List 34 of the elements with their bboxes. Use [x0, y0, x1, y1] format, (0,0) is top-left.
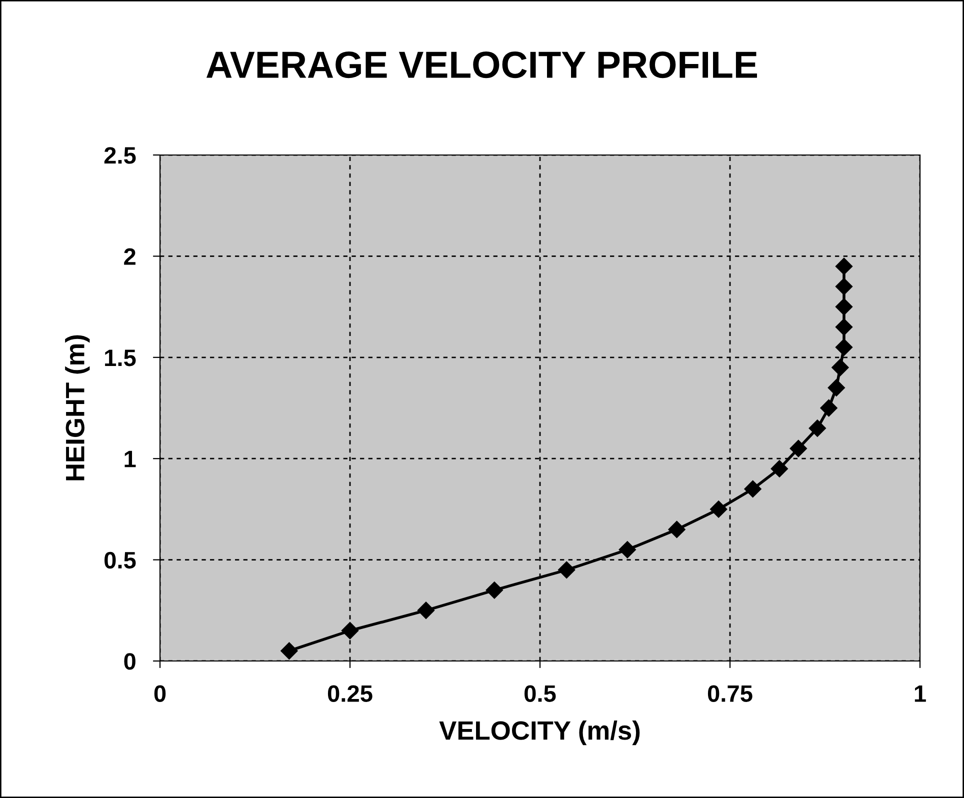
point — [835, 318, 853, 336]
point — [835, 278, 853, 296]
point — [618, 541, 636, 558]
x-tick-label: 0.5 — [524, 685, 556, 702]
point — [417, 602, 435, 619]
point — [668, 520, 686, 538]
x-tick-label: 0.75 — [708, 685, 752, 702]
x-tick-label: 0 — [154, 685, 166, 702]
y-axis-title: HEIGHT (m) — [65, 335, 90, 480]
point — [280, 642, 298, 660]
y-tick-label: 0 — [124, 653, 136, 670]
point — [790, 440, 807, 458]
x-axis-title: VELOCITY (m/s) — [439, 720, 640, 746]
point — [835, 258, 853, 275]
point — [835, 298, 853, 316]
x-tick-label: 0.25 — [328, 685, 372, 702]
y-tick-label: 2.5 — [104, 147, 136, 164]
point — [486, 582, 503, 599]
point — [832, 358, 849, 376]
point — [808, 420, 826, 437]
point — [820, 399, 838, 417]
y-tick-label: 2 — [124, 248, 136, 265]
chart-title: AVERAGE VELOCITY PROFILE — [206, 52, 757, 78]
point — [710, 500, 728, 518]
point — [770, 460, 788, 478]
y-tick-label: 1.5 — [105, 350, 136, 366]
point — [558, 561, 576, 578]
point — [341, 622, 359, 640]
point — [744, 480, 762, 498]
y-tick-label: 1 — [124, 450, 136, 468]
point — [828, 379, 845, 396]
y-tick-label: 0.5 — [104, 552, 136, 569]
x-tick-label: 1 — [914, 685, 926, 702]
point — [835, 338, 853, 356]
